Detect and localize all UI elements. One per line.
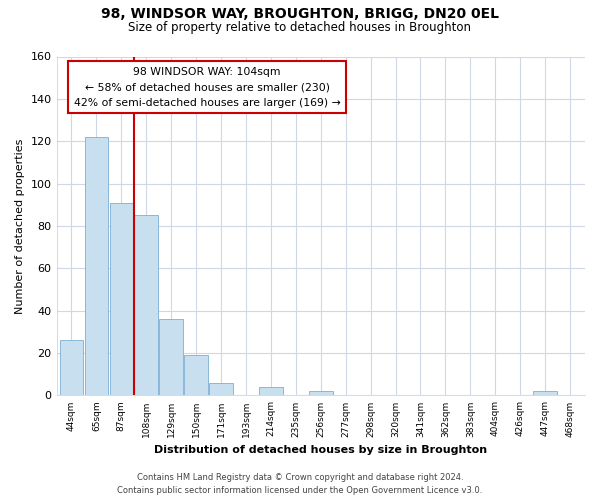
Bar [309, 391, 332, 396]
Text: Contains HM Land Registry data © Crown copyright and database right 2024.
Contai: Contains HM Land Registry data © Crown c… [118, 474, 482, 495]
Bar [533, 391, 557, 396]
Bar [209, 382, 233, 396]
Text: 98 WINDSOR WAY: 104sqm
← 58% of detached houses are smaller (230)
42% of semi-de: 98 WINDSOR WAY: 104sqm ← 58% of detached… [74, 66, 341, 108]
Text: Size of property relative to detached houses in Broughton: Size of property relative to detached ho… [128, 21, 472, 34]
Bar [160, 319, 183, 396]
Bar [184, 355, 208, 396]
Y-axis label: Number of detached properties: Number of detached properties [15, 138, 25, 314]
Bar [259, 387, 283, 396]
Bar [134, 216, 158, 396]
Bar [110, 202, 133, 396]
Bar [85, 137, 108, 396]
X-axis label: Distribution of detached houses by size in Broughton: Distribution of detached houses by size … [154, 445, 487, 455]
Bar [59, 340, 83, 396]
Text: 98, WINDSOR WAY, BROUGHTON, BRIGG, DN20 0EL: 98, WINDSOR WAY, BROUGHTON, BRIGG, DN20 … [101, 8, 499, 22]
